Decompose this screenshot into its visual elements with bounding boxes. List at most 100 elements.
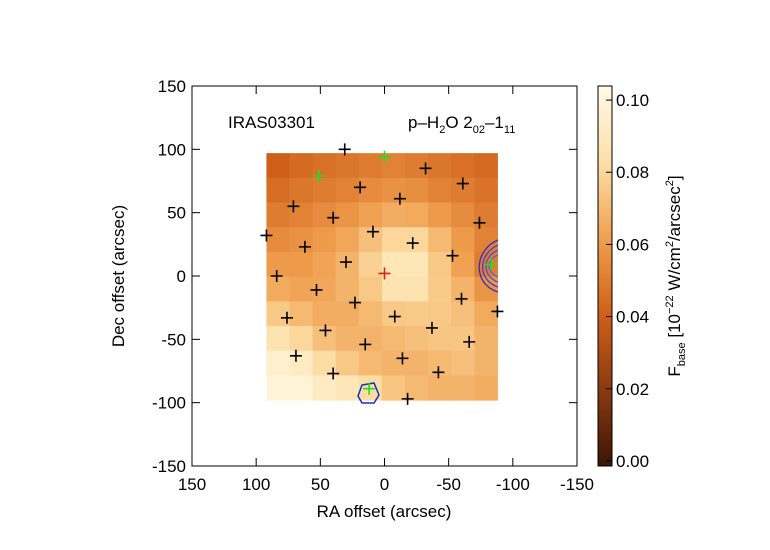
- x-tick-label: -100: [496, 475, 530, 494]
- marker: [363, 382, 376, 395]
- line-label-part: 2: [439, 124, 445, 136]
- marker: [446, 249, 459, 262]
- colorbar-tick-label: 0.10: [616, 91, 649, 110]
- heatmap-cell: [381, 202, 406, 228]
- x-axis-label: RA offset (arcsec): [317, 502, 452, 521]
- marker: [289, 349, 302, 362]
- contour: [482, 244, 499, 288]
- heatmap-cell: [405, 326, 429, 352]
- colorbar-label-part: base: [676, 342, 688, 366]
- heatmap-cell: [405, 227, 429, 253]
- marker: [401, 392, 414, 405]
- marker: [425, 321, 438, 334]
- marker: [359, 338, 372, 351]
- heatmap-cell: [358, 276, 383, 302]
- heatmap-cell: [451, 251, 475, 278]
- marker: [378, 267, 391, 280]
- heatmap-cell: [428, 227, 452, 253]
- heatmap-cell: [474, 375, 498, 401]
- colorbar-tick-label: 0.06: [616, 235, 649, 254]
- marker: [491, 305, 504, 318]
- marker: [280, 311, 293, 324]
- heatmap-cell: [451, 326, 475, 352]
- heatmap-cell: [428, 375, 452, 401]
- heatmap-cell: [289, 177, 314, 204]
- heatmap-cell: [405, 251, 429, 278]
- colorbar-label: Fbase [10−22 W/cm2/arcsec2]: [664, 175, 688, 376]
- colorbar-tick-label: 0.08: [616, 163, 649, 182]
- heatmap-cell: [405, 276, 429, 302]
- heatmap-cell: [474, 227, 498, 253]
- heatmap-cell: [335, 375, 360, 401]
- marker: [473, 216, 486, 229]
- line-label: p–H2O 202–111: [408, 113, 515, 136]
- y-tick-label: 100: [158, 140, 186, 159]
- heatmap-cell: [312, 177, 337, 204]
- colorbar-tick-label: 0.00: [616, 452, 649, 471]
- x-tick-label: -50: [436, 475, 461, 494]
- heatmap-cell: [289, 251, 314, 278]
- heatmap-cell: [474, 326, 498, 352]
- x-tick-label: 50: [311, 475, 330, 494]
- heatmap-cell: [335, 227, 360, 253]
- colorbar-label-part: 2: [664, 180, 676, 186]
- contour: [485, 249, 499, 283]
- heatmap-cell: [312, 276, 337, 302]
- y-tick-label: 50: [167, 204, 186, 223]
- heatmap-cell: [266, 227, 291, 253]
- heatmap-cell: [312, 326, 337, 352]
- marker: [463, 335, 476, 348]
- marker: [432, 366, 445, 379]
- colorbar-label-part: 2: [664, 241, 676, 247]
- heatmap-cell: [289, 375, 314, 401]
- heatmap-cell: [428, 251, 452, 278]
- heatmap-cell: [428, 326, 452, 352]
- heatmap-cell: [428, 350, 452, 376]
- y-tick-label: 150: [158, 77, 186, 96]
- marker: [348, 296, 361, 309]
- heatmap-cell: [312, 301, 337, 327]
- heatmap-cell: [451, 227, 475, 253]
- marker: [310, 283, 323, 296]
- heatmap-cell: [335, 350, 360, 376]
- heatmap-cell: [289, 276, 314, 302]
- heatmap-cell: [405, 153, 429, 179]
- heatmap-cell: [266, 326, 291, 352]
- heatmap-cell: [451, 153, 475, 179]
- heatmap-cell: [335, 301, 360, 327]
- heatmap-cell: [428, 202, 452, 228]
- heatmap-cell: [289, 301, 314, 327]
- colorbar-label-part: ]: [665, 175, 684, 180]
- heatmap-cell: [266, 301, 291, 327]
- heatmap-cell: [451, 276, 475, 302]
- heatmap-cell: [405, 350, 429, 376]
- marker: [298, 240, 311, 253]
- heatmap-cell: [312, 202, 337, 228]
- heatmap-cell: [358, 326, 383, 352]
- colorbar-label-part: F: [665, 366, 684, 376]
- line-label-part: –1: [485, 113, 504, 132]
- heatmap-cell: [312, 153, 337, 179]
- colorbar-label-part: −22: [664, 295, 676, 314]
- heatmap-cell: [451, 375, 475, 401]
- marker: [396, 352, 409, 365]
- line-label-part: O 2: [445, 113, 472, 132]
- heatmap-cell: [474, 202, 498, 228]
- x-tick-label: 0: [380, 475, 389, 494]
- heatmap-cell: [266, 350, 291, 376]
- heatmap-cell: [266, 375, 291, 401]
- heatmap-cell: [335, 202, 360, 228]
- y-tick-label: 0: [177, 267, 186, 286]
- heatmap-cell: [312, 350, 337, 376]
- heatmap-cell: [335, 326, 360, 352]
- contour: [478, 239, 499, 293]
- y-tick-label: -150: [152, 457, 186, 476]
- colorbar-label-part: W/cm: [665, 247, 684, 295]
- heatmap-cell: [474, 276, 498, 302]
- contour: [488, 254, 499, 278]
- heatmap-cell: [451, 202, 475, 228]
- heatmap-cell: [381, 375, 406, 401]
- heatmap-cell: [381, 251, 406, 278]
- heatmap-cell: [451, 350, 475, 376]
- heatmap-cell: [474, 177, 498, 204]
